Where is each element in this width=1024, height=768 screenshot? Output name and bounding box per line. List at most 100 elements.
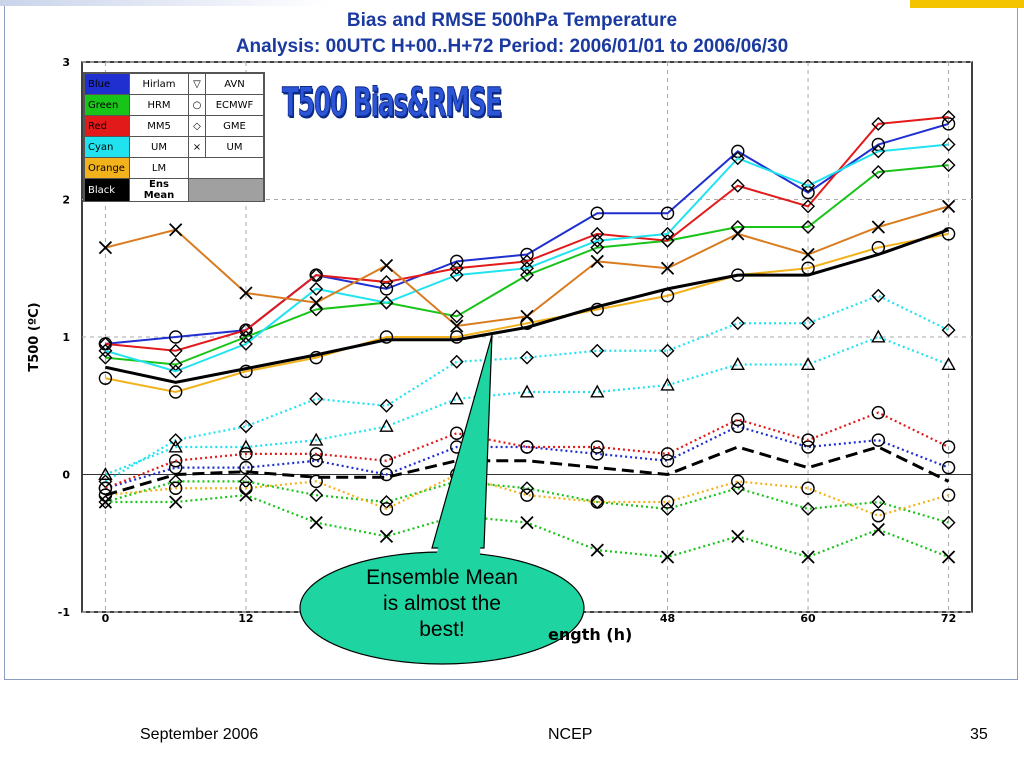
data-point-marker: [731, 412, 745, 427]
data-point-marker: [941, 357, 956, 370]
data-point-marker: [239, 364, 253, 379]
legend-color-swatch: Blue: [84, 73, 130, 95]
data-point-marker: [590, 343, 605, 358]
x-tick-label: 0: [102, 612, 110, 625]
data-point-marker: [309, 474, 323, 489]
legend-row: Cyan UM × UM: [84, 136, 264, 158]
data-point-marker: [168, 481, 183, 495]
data-point-marker: [941, 488, 956, 502]
data-point-marker: [730, 316, 745, 331]
page-number: 35: [970, 726, 988, 743]
series-line: [105, 143, 949, 373]
data-point-marker: [239, 447, 253, 461]
data-point-marker: [871, 329, 886, 343]
data-point-marker: [520, 309, 534, 324]
legend-symbol-name: ECMWF: [205, 94, 264, 116]
data-point-marker: [590, 384, 605, 398]
data-point-marker: [449, 354, 464, 369]
x-tick-label: 12: [238, 612, 253, 625]
footer-date: September 2006: [140, 726, 259, 743]
legend-symbol-name: UM: [205, 136, 264, 158]
legend-model-name: MM5: [129, 115, 189, 137]
data-point-marker: [169, 495, 183, 509]
data-point-marker: [379, 418, 394, 432]
data-point-marker: [520, 515, 534, 530]
data-point-marker: [169, 223, 183, 237]
data-point-marker: [379, 454, 394, 468]
data-point-marker: [941, 137, 956, 152]
data-point-marker: [590, 447, 604, 461]
y-tick-label: 1: [62, 331, 70, 344]
data-point-marker: [168, 330, 183, 344]
data-point-marker: [238, 323, 253, 338]
y-axis-label: T500 (ºC): [27, 302, 42, 371]
legend-row: Green HRM ○ ECMWF: [84, 94, 264, 116]
legend-color-swatch: Orange: [84, 157, 130, 179]
data-point-marker: [731, 419, 745, 434]
data-point-marker: [449, 391, 464, 405]
data-point-marker: [731, 474, 745, 489]
data-point-marker: [871, 165, 886, 179]
stamp-title: T500 Bias&RMSE: [282, 80, 503, 127]
data-point-marker: [309, 350, 323, 365]
data-point-marker: [730, 151, 745, 166]
data-point-marker: [871, 288, 886, 303]
data-point-marker: [801, 247, 815, 262]
data-point-marker: [98, 467, 113, 480]
top-decoration: [0, 0, 330, 6]
legend-model-name: Hirlam: [129, 73, 189, 95]
data-point-marker: [660, 495, 675, 509]
data-point-marker: [941, 440, 956, 454]
data-point-marker: [98, 240, 113, 255]
data-point-marker: [871, 495, 886, 509]
data-point-marker: [731, 227, 745, 241]
data-point-marker: [168, 454, 183, 468]
data-point-marker: [309, 391, 324, 406]
data-point-marker: [239, 460, 253, 475]
data-point-marker: [871, 220, 885, 234]
data-point-marker: [660, 343, 675, 358]
data-point-marker: [520, 350, 534, 365]
data-point-marker: [871, 522, 885, 537]
data-point-marker: [660, 233, 675, 248]
series-line: [105, 473, 949, 517]
data-point-marker: [379, 398, 394, 413]
data-point-marker: [309, 488, 324, 503]
data-point-marker: [450, 330, 464, 344]
legend-symbol-icon: ◇: [188, 115, 206, 137]
data-point-marker: [520, 488, 534, 502]
data-point-marker: [941, 227, 956, 241]
legend-symbol-name: AVN: [205, 73, 264, 95]
data-point-marker: [660, 454, 675, 468]
data-point-marker: [520, 268, 534, 283]
legend-color-swatch: Red: [84, 115, 130, 137]
x-tick-label: 60: [800, 612, 816, 625]
data-point-marker: [941, 460, 956, 475]
data-point-marker: [871, 509, 886, 523]
data-point-marker: [98, 336, 113, 351]
data-point-marker: [730, 178, 745, 193]
legend-color-swatch: Green: [84, 94, 130, 116]
legend-color-swatch: Cyan: [84, 136, 130, 158]
callout-line-3: best!: [419, 618, 465, 641]
chart-title: Bias and RMSE 500hPa Temperature: [346, 10, 678, 31]
data-point-marker: [800, 357, 816, 370]
data-point-marker: [941, 323, 956, 338]
series-line: [105, 411, 950, 490]
data-point-marker: [520, 261, 534, 276]
legend-row: Red MM5 ◇ GME: [84, 115, 264, 137]
data-point-marker: [309, 447, 323, 461]
data-point-marker: [450, 319, 464, 333]
data-point-marker: [801, 481, 815, 495]
data-point-marker: [730, 357, 745, 370]
data-point-marker: [660, 447, 675, 461]
data-point-marker: [941, 110, 956, 124]
x-tick-label: 48: [660, 612, 675, 625]
series-line: [105, 228, 950, 384]
data-point-marker: [520, 440, 534, 454]
data-point-marker: [168, 385, 183, 399]
data-point-marker: [168, 364, 183, 379]
y-tick-label: 2: [62, 194, 70, 207]
data-point-marker: [590, 240, 605, 255]
corner-accent: [910, 0, 1024, 8]
